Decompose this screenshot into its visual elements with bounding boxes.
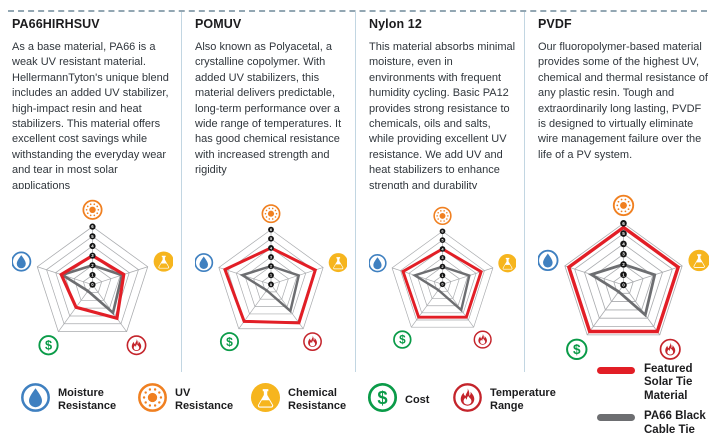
legend-label: UV Resistance <box>175 387 234 412</box>
svg-text:2: 2 <box>441 264 444 269</box>
svg-text:$: $ <box>226 335 233 349</box>
svg-text:5: 5 <box>270 236 273 241</box>
column-pa66hirhsuv: PA66HIRHSUV As a base material, PA66 is … <box>0 12 181 372</box>
column-pomuv: POMUV Also known as Polyacetal, a crysta… <box>181 12 355 372</box>
svg-text:0: 0 <box>441 282 444 287</box>
flame-icon <box>126 335 147 356</box>
legend-item-moisture: Moisture Resistance <box>20 382 124 418</box>
svg-text:5: 5 <box>441 237 444 242</box>
flame-icon <box>452 382 483 418</box>
radar-chart-pvdf: 0 1 2 3 4 5 6 $ <box>538 189 709 371</box>
svg-text:0: 0 <box>91 282 94 287</box>
legend-label: Temperature Range <box>490 387 556 412</box>
svg-text:4: 4 <box>441 246 444 251</box>
svg-text:4: 4 <box>270 245 273 250</box>
material-title: PA66HIRHSUV <box>12 17 100 31</box>
featured-line-swatch <box>597 366 635 374</box>
svg-text:2: 2 <box>270 264 273 269</box>
legend-item-chemical: Chemical Resistance <box>250 382 354 418</box>
svg-text:1: 1 <box>270 273 273 278</box>
sun-icon <box>433 206 452 226</box>
flask-icon <box>153 251 173 272</box>
svg-text:3: 3 <box>91 253 94 258</box>
svg-text:3: 3 <box>270 254 273 259</box>
radar-chart-pa66hirhsuv: 0 1 2 3 4 5 6 $ <box>12 189 173 371</box>
material-columns: PA66HIRHSUV As a base material, PA66 is … <box>0 12 717 372</box>
svg-text:1: 1 <box>91 273 94 278</box>
droplet-icon <box>369 254 387 273</box>
svg-text:1: 1 <box>622 272 625 277</box>
flame-icon <box>303 332 322 351</box>
series-legend: Featured Solar Tie Material PA66 Black C… <box>597 363 717 437</box>
svg-text:3: 3 <box>441 255 444 260</box>
column-nylon12: Nylon 12 This material absorbs minimal m… <box>355 12 524 372</box>
legend-label: Featured Solar Tie Material <box>644 362 693 402</box>
droplet-icon <box>538 249 559 272</box>
flask-icon <box>498 253 516 273</box>
svg-text:0: 0 <box>270 282 273 287</box>
material-title: PVDF <box>538 17 572 31</box>
material-description: Our fluoropolymer-based material provide… <box>538 41 708 161</box>
svg-text:2: 2 <box>622 262 625 267</box>
dollar-icon: $ <box>393 330 412 349</box>
svg-text:0: 0 <box>622 283 625 288</box>
sun-icon <box>612 194 635 217</box>
baseline-line-swatch <box>597 414 635 422</box>
dollar-icon: $ <box>38 335 59 356</box>
svg-text:$: $ <box>45 338 52 353</box>
top-divider-rule <box>8 10 707 12</box>
legend-label: Chemical Resistance <box>288 387 347 412</box>
column-pvdf: PVDF Our fluoropolymer-based material pr… <box>524 12 717 372</box>
svg-text:$: $ <box>377 387 387 408</box>
flame-icon <box>473 330 492 349</box>
legend-item-uv: UV Resistance <box>137 382 237 418</box>
sun-icon <box>261 204 281 224</box>
legend-label: Moisture Resistance <box>58 387 117 412</box>
droplet-icon <box>12 251 32 272</box>
svg-text:6: 6 <box>622 221 625 226</box>
droplet-icon <box>195 253 214 273</box>
svg-text:$: $ <box>399 334 406 347</box>
radar-chart-nylon12: 0 1 2 3 4 5 6 $ <box>369 189 516 371</box>
legend-label: Cost <box>405 393 430 406</box>
dollar-icon: $ <box>219 332 239 352</box>
flame-icon <box>659 338 681 360</box>
flask-icon <box>688 249 709 272</box>
legend-label: PA66 Black Cable Tie <box>644 410 706 436</box>
legend-baseline-series: PA66 Black Cable Tie <box>597 410 717 437</box>
dollar-icon: $ <box>566 338 588 361</box>
flask-icon <box>328 253 347 273</box>
svg-text:5: 5 <box>91 234 94 239</box>
svg-text:1: 1 <box>441 273 444 278</box>
dollar-icon: $ <box>367 382 398 418</box>
svg-text:$: $ <box>573 342 581 357</box>
material-title: Nylon 12 <box>369 17 422 31</box>
svg-text:4: 4 <box>91 244 94 249</box>
svg-text:5: 5 <box>622 231 625 236</box>
svg-text:2: 2 <box>91 263 94 268</box>
legend-featured-series: Featured Solar Tie Material <box>597 363 717 404</box>
material-description: This material absorbs minimal moisture, … <box>369 41 516 189</box>
sun-icon <box>137 382 168 418</box>
legend-item-temperature: Temperature Range <box>452 382 574 418</box>
svg-text:3: 3 <box>622 252 625 257</box>
svg-text:6: 6 <box>91 224 94 229</box>
svg-text:6: 6 <box>270 227 273 232</box>
material-description: As a base material, PA66 is a weak UV re… <box>12 41 169 189</box>
radar-chart-pomuv: 0 1 2 3 4 5 6 $ <box>195 189 347 371</box>
flask-icon <box>250 382 281 418</box>
material-description: Also known as Polyacetal, a crystalline … <box>195 41 342 177</box>
material-title: POMUV <box>195 17 242 31</box>
svg-text:4: 4 <box>622 242 625 247</box>
legend-item-cost: $ Cost <box>367 382 439 418</box>
svg-text:6: 6 <box>441 229 444 234</box>
sun-icon <box>82 199 103 220</box>
legend: Moisture Resistance UV Resistance Chemic… <box>0 363 717 436</box>
droplet-icon <box>20 382 51 418</box>
